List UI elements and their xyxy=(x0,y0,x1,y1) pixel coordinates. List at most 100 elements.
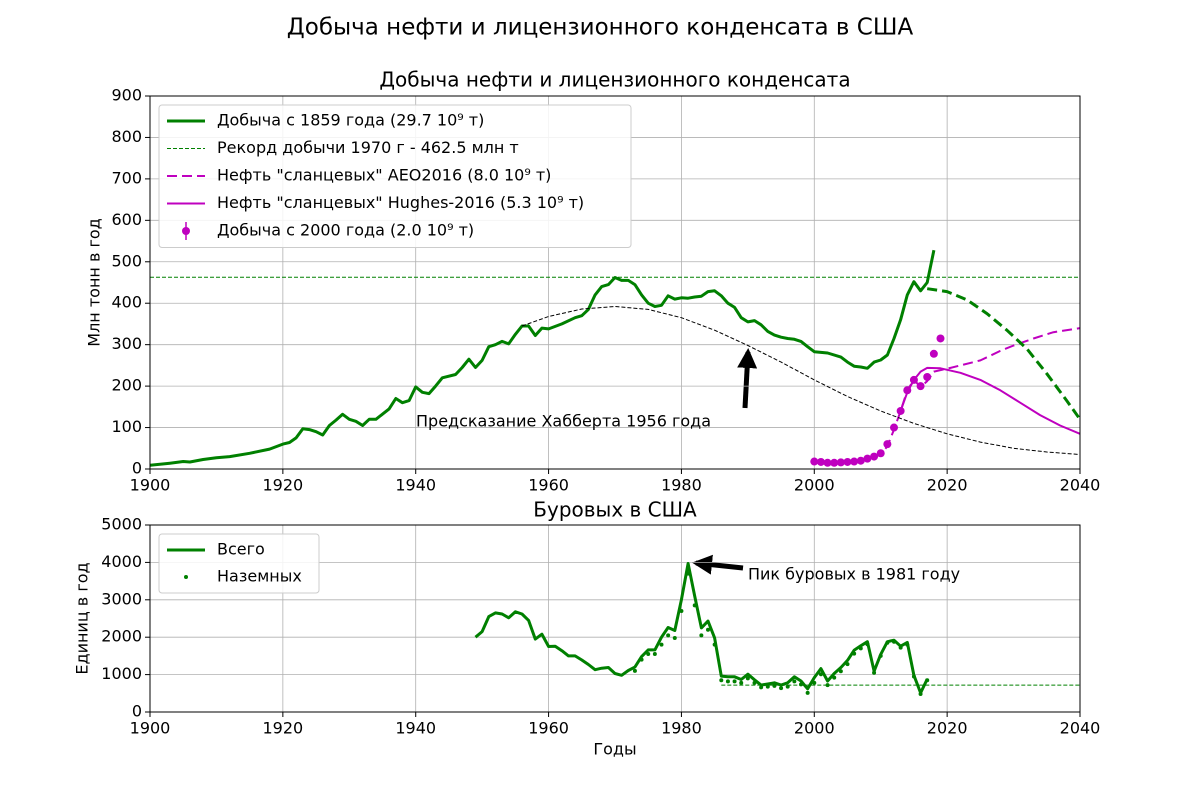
data-point xyxy=(659,642,664,647)
y-tick-label: 900 xyxy=(111,86,142,105)
data-point xyxy=(719,678,724,683)
x-tick-label: 1940 xyxy=(395,476,436,495)
data-point xyxy=(863,454,872,463)
y-axis-label: Единиц в год xyxy=(73,562,92,674)
data-point xyxy=(890,423,898,432)
data-point xyxy=(686,571,691,576)
x-tick-label: 1900 xyxy=(130,719,171,738)
data-point xyxy=(838,669,843,674)
data-point xyxy=(823,458,832,467)
data-point xyxy=(810,457,819,466)
data-point xyxy=(936,334,945,343)
data-point xyxy=(792,679,797,684)
plot-frame xyxy=(149,524,1081,713)
legend-label: Всего xyxy=(217,540,265,559)
data-point xyxy=(883,440,892,449)
data-point xyxy=(779,686,784,691)
x-tick-label: 1940 xyxy=(395,719,436,738)
y-tick-label: 300 xyxy=(111,334,142,353)
annotation-arrow xyxy=(737,348,758,409)
data-point xyxy=(836,458,845,467)
plot-frame xyxy=(149,95,1081,470)
data-point xyxy=(712,642,717,647)
data-point xyxy=(896,406,905,415)
chart-title: Добыча нефти и лицензионного конденсата xyxy=(379,68,850,92)
y-tick-label: 500 xyxy=(111,251,142,270)
data-point xyxy=(732,679,737,684)
data-point xyxy=(852,651,857,656)
data-point xyxy=(639,657,644,662)
data-point xyxy=(856,456,865,465)
x-tick-label: 1920 xyxy=(262,476,303,495)
x-tick-label: 1900 xyxy=(130,476,171,495)
data-point xyxy=(885,640,890,645)
data-point xyxy=(916,382,925,391)
data-point xyxy=(872,670,877,675)
data-point xyxy=(745,676,750,681)
data-point xyxy=(646,652,651,657)
data-point xyxy=(892,639,896,644)
data-point xyxy=(825,683,830,688)
y-tick-label: 3000 xyxy=(101,589,142,608)
chart-title: Буровых в США xyxy=(533,498,697,522)
legend-label: Добыча с 1859 года (29.7 10⁹ т) xyxy=(217,111,484,130)
series-line xyxy=(150,249,936,467)
x-tick-label: 1960 xyxy=(528,476,569,495)
data-point xyxy=(759,685,764,690)
data-point xyxy=(843,457,852,466)
x-tick-label: 2020 xyxy=(927,719,968,738)
data-point xyxy=(925,678,930,683)
x-tick-label: 1920 xyxy=(262,719,303,738)
data-point xyxy=(870,452,879,461)
x-tick-label: 1960 xyxy=(528,719,569,738)
y-tick-label: 1000 xyxy=(101,664,142,683)
x-tick-label: 2000 xyxy=(794,476,835,495)
data-point xyxy=(772,683,777,688)
x-tick-label: 2020 xyxy=(927,476,968,495)
legend-label: Нефть "сланцевых" Hughes-2016 (5.3 10⁹ т… xyxy=(217,193,584,212)
data-point xyxy=(918,692,923,697)
y-tick-label: 700 xyxy=(111,168,142,187)
legend-label: Рекорд добычи 1970 г - 462.5 млн т xyxy=(217,138,519,157)
y-tick-label: 400 xyxy=(111,293,142,312)
data-point xyxy=(799,682,803,687)
data-point xyxy=(816,457,825,466)
y-tick-label: 0 xyxy=(132,702,142,721)
y-tick-label: 4000 xyxy=(101,552,142,571)
data-point xyxy=(858,646,863,651)
data-point xyxy=(632,668,637,673)
y-tick-label: 2000 xyxy=(101,627,142,646)
data-point xyxy=(812,680,817,685)
series-line xyxy=(474,562,929,695)
legend-swatch xyxy=(184,575,188,579)
data-point xyxy=(929,349,938,358)
data-point xyxy=(652,652,657,657)
legend-label: Добыча с 2000 года (2.0 10⁹ т) xyxy=(217,221,474,240)
data-point xyxy=(725,679,730,684)
series-line xyxy=(521,306,1080,455)
data-point xyxy=(876,449,885,458)
data-point xyxy=(679,609,684,614)
data-point xyxy=(832,675,837,680)
y-tick-label: 0 xyxy=(132,459,142,478)
figure-title: Добыча нефти и лицензионного конденсата … xyxy=(287,15,914,41)
data-point xyxy=(666,633,671,638)
data-point xyxy=(830,458,839,467)
data-point xyxy=(739,680,744,685)
data-point xyxy=(706,627,710,632)
data-point xyxy=(923,372,932,381)
y-tick-label: 800 xyxy=(111,127,142,146)
data-point xyxy=(692,603,697,608)
data-point xyxy=(699,633,704,638)
annotation-arrow xyxy=(692,554,744,575)
x-axis-label: Годы xyxy=(593,740,636,759)
annotation: Предсказание Хабберта 1956 года xyxy=(416,412,711,431)
data-point xyxy=(903,386,912,395)
data-point xyxy=(865,642,870,647)
data-point xyxy=(845,662,850,667)
y-tick-label: 600 xyxy=(111,210,142,229)
x-tick-label: 2000 xyxy=(794,719,835,738)
y-tick-label: 200 xyxy=(111,376,142,395)
x-tick-label: 2040 xyxy=(1060,476,1101,495)
